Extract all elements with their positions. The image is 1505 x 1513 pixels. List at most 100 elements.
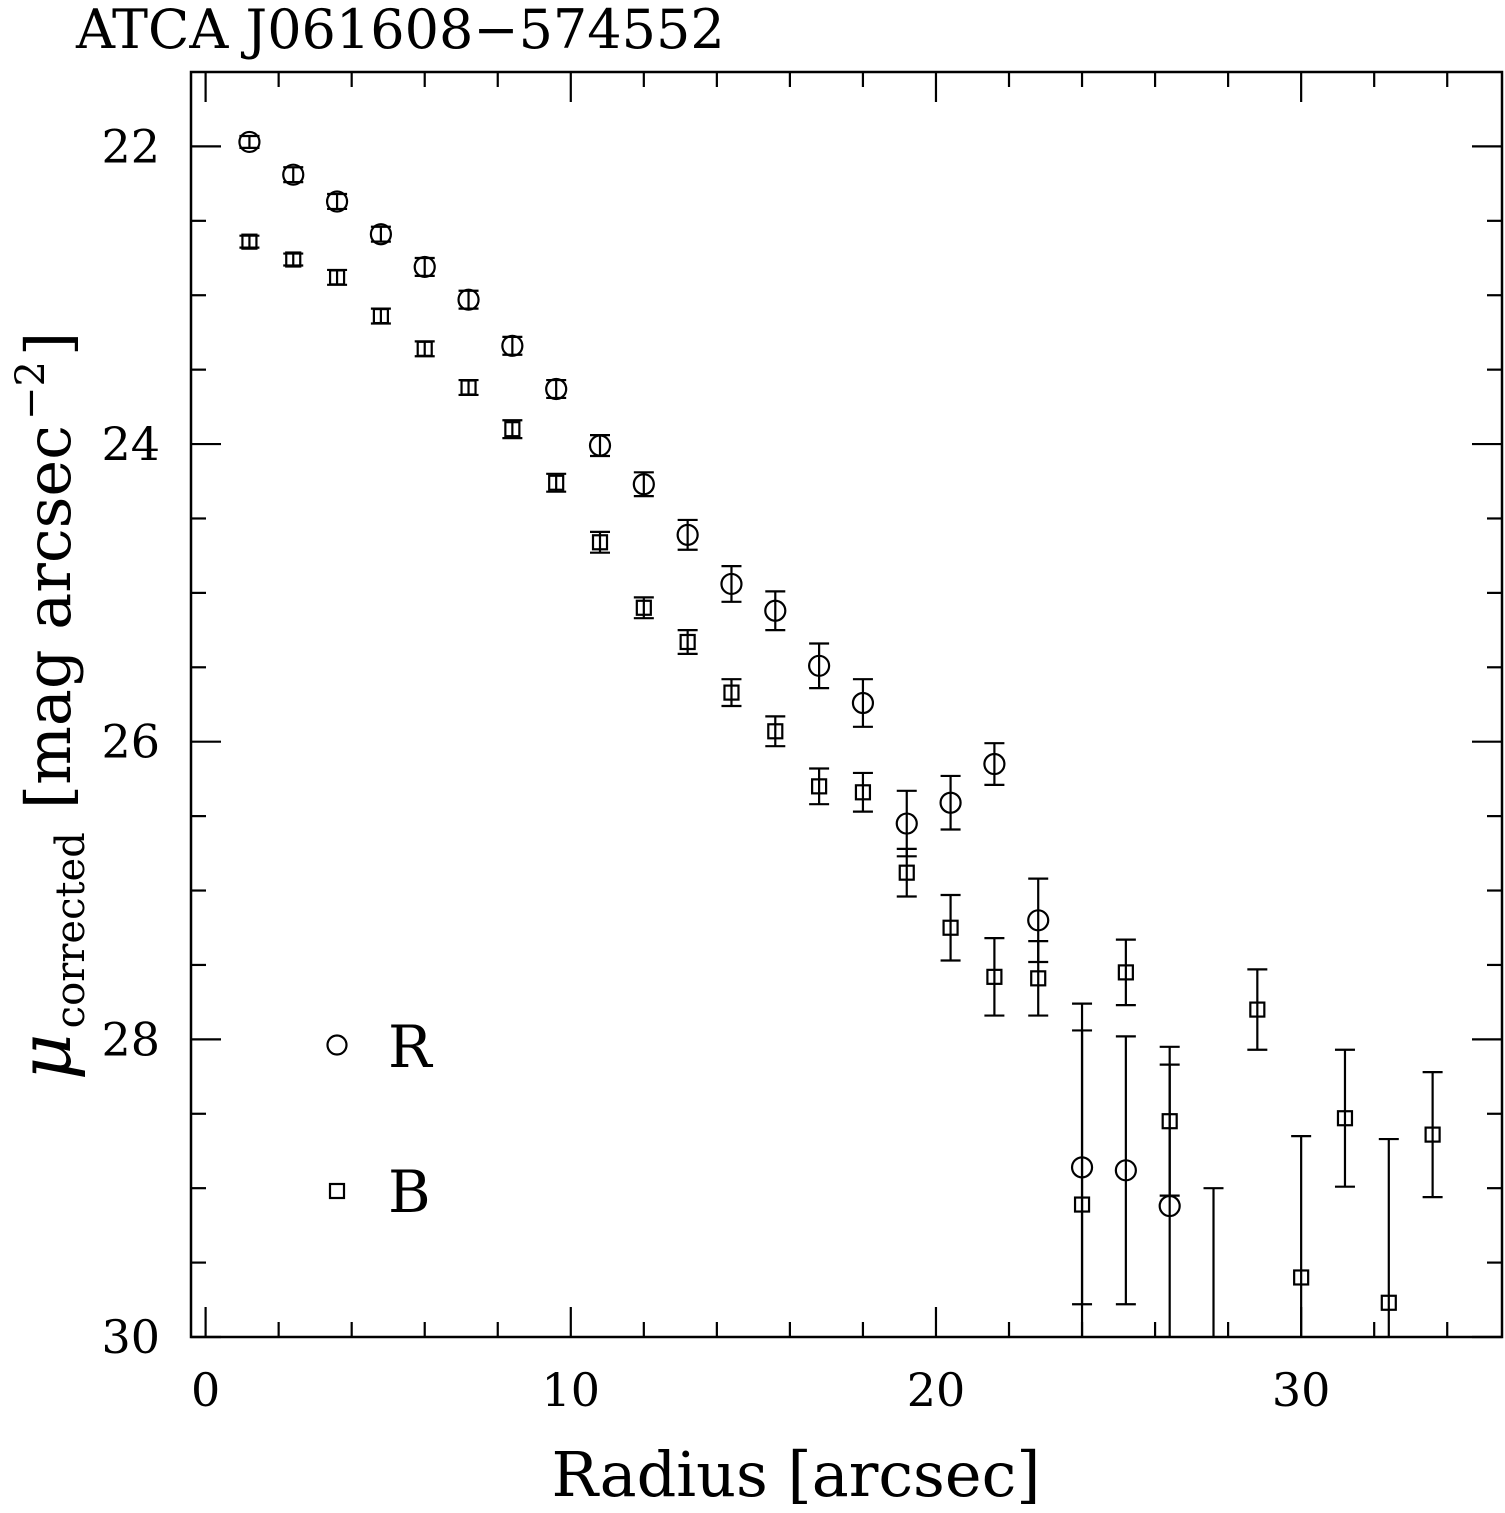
legend: R B	[326, 1013, 434, 1226]
marker-b	[942, 919, 959, 936]
marker-r	[545, 377, 568, 401]
x-tick-label: 10	[542, 1363, 601, 1417]
data-point-b	[590, 530, 611, 554]
data-point-r	[895, 789, 918, 858]
marker-b	[1030, 970, 1047, 987]
marker-r	[895, 812, 918, 835]
data-point-r	[939, 774, 962, 831]
data-point-b	[370, 307, 391, 325]
legend-marker-b	[328, 1182, 346, 1200]
data-point-b	[502, 419, 523, 440]
data-markers	[238, 130, 1443, 1337]
marker-r	[588, 434, 612, 457]
marker-r	[413, 255, 436, 279]
data-point-r	[676, 518, 699, 551]
data-point-b	[1028, 940, 1049, 1017]
data-point-r	[983, 742, 1006, 786]
data-point-b	[721, 678, 742, 708]
data-point-b	[1072, 1002, 1093, 1337]
data-point-b	[1203, 1187, 1224, 1337]
data-point-b	[940, 893, 961, 962]
y-axis-title: μ corrected [mag arcsec −2 ]	[3, 332, 94, 1080]
y-tick-label: 22	[101, 119, 160, 173]
axis-ticks	[191, 72, 1502, 1339]
marker-r	[457, 288, 480, 311]
marker-r	[632, 473, 655, 496]
legend-marker-r	[326, 1034, 348, 1056]
marker-r	[325, 190, 349, 213]
marker-b	[1380, 1294, 1397, 1311]
marker-b	[723, 684, 740, 701]
legend-label-r: R	[388, 1013, 434, 1081]
y-axis-units-close: ]	[12, 332, 85, 356]
data-point-b	[896, 847, 917, 898]
data-point-r	[413, 255, 436, 279]
data-point-r	[238, 130, 261, 154]
data-point-r	[808, 642, 831, 690]
data-point-b	[239, 233, 260, 250]
marker-b	[460, 379, 477, 396]
marker-r	[808, 654, 831, 677]
y-axis-subscript: corrected	[48, 832, 94, 1028]
data-point-r	[369, 223, 392, 246]
marker-r	[238, 130, 261, 154]
data-point-b	[327, 268, 348, 286]
marker-b	[548, 474, 565, 491]
marker-b	[591, 534, 609, 551]
marker-b	[679, 633, 696, 651]
data-point-r	[545, 377, 568, 401]
data-point-b	[677, 628, 698, 656]
data-point-b	[765, 715, 786, 748]
marker-r	[1114, 1159, 1137, 1182]
axis-tick-labels: 0 10 20 30 22 24 26 28 30	[101, 119, 1330, 1417]
marker-r	[983, 752, 1006, 776]
data-point-b	[1378, 1137, 1399, 1337]
data-point-r	[764, 590, 787, 632]
data-point-b	[984, 937, 1005, 1017]
data-point-b	[458, 378, 479, 397]
data-point-r	[851, 678, 875, 728]
data-point-b	[1291, 1134, 1312, 1337]
marker-b	[767, 723, 784, 740]
marker-b	[1424, 1126, 1441, 1143]
marker-b	[372, 307, 389, 325]
chart-title: ATCA J061608−574552	[75, 0, 725, 61]
marker-r	[676, 523, 699, 546]
marker-b	[1161, 1113, 1178, 1130]
marker-b	[811, 778, 828, 795]
y-tick-label: 30	[101, 1310, 160, 1364]
marker-r	[501, 334, 524, 357]
data-point-r	[632, 471, 655, 498]
x-tick-label: 20	[907, 1363, 966, 1417]
data-point-b	[414, 340, 435, 358]
marker-b	[504, 421, 521, 438]
marker-b	[898, 864, 915, 881]
marker-b	[1117, 964, 1134, 981]
plot-frame	[189, 70, 1504, 1339]
marker-r	[851, 691, 875, 715]
marker-r	[1027, 909, 1050, 932]
marker-b	[1336, 1110, 1354, 1127]
y-tick-label: 24	[101, 417, 160, 471]
y-tick-label: 28	[101, 1012, 160, 1066]
marker-b	[285, 251, 302, 268]
data-point-b	[1422, 1070, 1443, 1199]
marker-b	[416, 340, 433, 357]
data-point-b	[1247, 968, 1268, 1051]
marker-b	[1073, 1196, 1091, 1213]
marker-b	[635, 599, 652, 616]
x-axis-title: Radius [arcsec]	[552, 1438, 1041, 1511]
data-point-b	[1334, 1048, 1355, 1188]
y-tick-label: 26	[101, 715, 160, 769]
marker-r	[282, 163, 305, 186]
x-tick-label: 30	[1272, 1363, 1331, 1417]
marker-r	[369, 223, 392, 246]
marker-b	[1293, 1269, 1310, 1286]
data-point-b	[1159, 1045, 1180, 1197]
marker-b	[328, 269, 346, 286]
marker-b	[241, 233, 258, 250]
data-point-b	[546, 472, 567, 493]
data-point-r	[282, 163, 305, 186]
data-point-r	[1114, 1035, 1137, 1306]
